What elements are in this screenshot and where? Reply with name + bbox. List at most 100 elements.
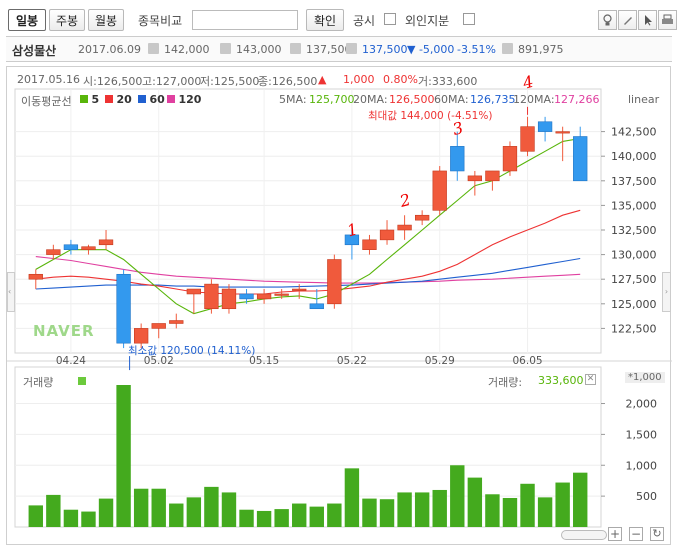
ma20-legend-label: 20 [116, 93, 132, 106]
price-tick-label: 137,500 [611, 175, 657, 188]
candlestick [344, 234, 360, 246]
foreign-checkbox[interactable] [463, 13, 475, 25]
day-chart-button[interactable]: 일봉 [8, 9, 46, 31]
stock-chart[interactable]: 122,500 125,000 127,500 130,000 132,500 135,0… [7, 67, 672, 546]
zoom-in-icon[interactable]: + [608, 527, 622, 541]
open-icon [148, 43, 159, 57]
compare-input[interactable] [192, 10, 298, 30]
disclosure-label: 공시 [353, 14, 376, 28]
candlestick [397, 224, 412, 231]
volume-bar [151, 488, 166, 527]
header-close: 종:126,500 [258, 75, 318, 88]
volume-bar [204, 486, 219, 527]
toolbar: 일봉 주봉 월봉 종목비교 확인 공시 외인지분 [0, 0, 678, 36]
candlestick [116, 273, 131, 344]
scroll-right-handle[interactable]: › [662, 272, 671, 312]
compare-label: 종목비교 [138, 14, 183, 28]
volume-icon [502, 43, 513, 57]
header-open: 시:126,500 [83, 75, 143, 88]
candlestick [573, 136, 588, 182]
candlestick [239, 293, 254, 300]
price-tick-label: 127,500 [611, 273, 657, 286]
header-change: 1,000 [343, 73, 375, 86]
low-icon [290, 43, 301, 57]
candlestick [467, 175, 482, 182]
volume-bar [169, 503, 184, 527]
cursor-icon[interactable] [638, 10, 657, 30]
candlestick [186, 288, 201, 295]
info-date: 2017.06.09 [78, 43, 141, 56]
volume-bar [485, 494, 500, 527]
volume-bar [133, 488, 149, 527]
volume-bar [450, 465, 465, 527]
foreign-label: 외인지분 [405, 14, 450, 28]
volume-bar [379, 499, 395, 527]
ma5-line [35, 137, 581, 315]
candlestick [151, 323, 166, 329]
scroll-left-handle[interactable]: ‹ [7, 272, 15, 312]
zoom-out-icon[interactable]: − [629, 527, 643, 541]
pen-icon[interactable] [618, 10, 637, 30]
scale-label[interactable]: linear [628, 93, 660, 106]
candlestick [81, 246, 96, 250]
month-chart-button[interactable]: 월봉 [88, 9, 124, 31]
volume-bar [397, 492, 412, 527]
header-up-arrow: ▲ [318, 73, 327, 86]
confirm-button[interactable]: 확인 [306, 9, 344, 31]
ma60-legend[interactable]: 60 [138, 93, 165, 106]
ma5-swatch [80, 95, 88, 103]
ma60-swatch [138, 95, 146, 103]
volume-tick-label: 1,000 [626, 459, 658, 472]
date-tick-label: 05.02 [144, 355, 174, 367]
week-chart-button[interactable]: 주봉 [49, 9, 85, 31]
candlestick [537, 121, 553, 132]
candlestick [485, 170, 500, 182]
volume-bar [520, 483, 535, 527]
naver-watermark: NAVER [33, 322, 95, 340]
header-high: 고:127,000 [142, 75, 202, 88]
volume-bar [186, 497, 202, 527]
volume-bar [46, 494, 61, 527]
ma20-value: 126,500 [389, 93, 435, 106]
close-volume-icon[interactable]: ✕ [585, 374, 596, 385]
date-tick-label: 04.24 [56, 355, 86, 367]
volume-bar [344, 468, 360, 527]
price-tick-label: 140,000 [611, 150, 657, 163]
candlestick [169, 320, 184, 324]
print-icon[interactable] [658, 10, 677, 30]
candlestick [415, 214, 430, 221]
volume-bar [28, 505, 43, 527]
disclosure-checkbox[interactable] [384, 13, 396, 25]
lightbulb-icon[interactable] [598, 10, 617, 30]
chart-frame[interactable]: 122,500 125,000 127,500 130,000 132,500 135,0… [6, 66, 672, 546]
refresh-icon[interactable]: ↻ [650, 527, 664, 541]
volume-bar [274, 509, 289, 527]
volume-bar [555, 482, 570, 527]
candlestick [309, 303, 324, 310]
candlestick [327, 259, 342, 305]
volume-bar [221, 492, 237, 527]
info-high: 143,000 [236, 43, 282, 56]
volume-bar [292, 503, 307, 527]
ma60-legend-label: 60 [149, 93, 165, 106]
volume-tick-label: 1,500 [626, 428, 658, 441]
ma120-label: 120MA: [513, 93, 555, 106]
candlestick [256, 293, 272, 300]
header-volume: 거:333,600 [418, 75, 478, 88]
candlestick [450, 146, 465, 172]
ma120-legend[interactable]: 120 [167, 93, 201, 106]
volume-swatch [78, 377, 86, 385]
volume-bar [362, 498, 377, 527]
price-tick-label: 135,000 [611, 199, 657, 212]
ma5-label: 5MA: [279, 93, 307, 106]
stock-name: 삼성물산 [12, 44, 57, 58]
volume-unit: *1,000 [625, 372, 665, 383]
ma20-legend[interactable]: 20 [105, 93, 132, 106]
candlestick [520, 126, 535, 152]
header-change-pct: 0.80% [383, 73, 418, 86]
scroll-handle[interactable] [561, 530, 607, 540]
ma5-legend[interactable]: 5 [80, 93, 99, 106]
header-low: 저:125,500 [200, 75, 260, 88]
candlestick [362, 239, 377, 250]
ma120-legend-label: 120 [178, 93, 202, 106]
